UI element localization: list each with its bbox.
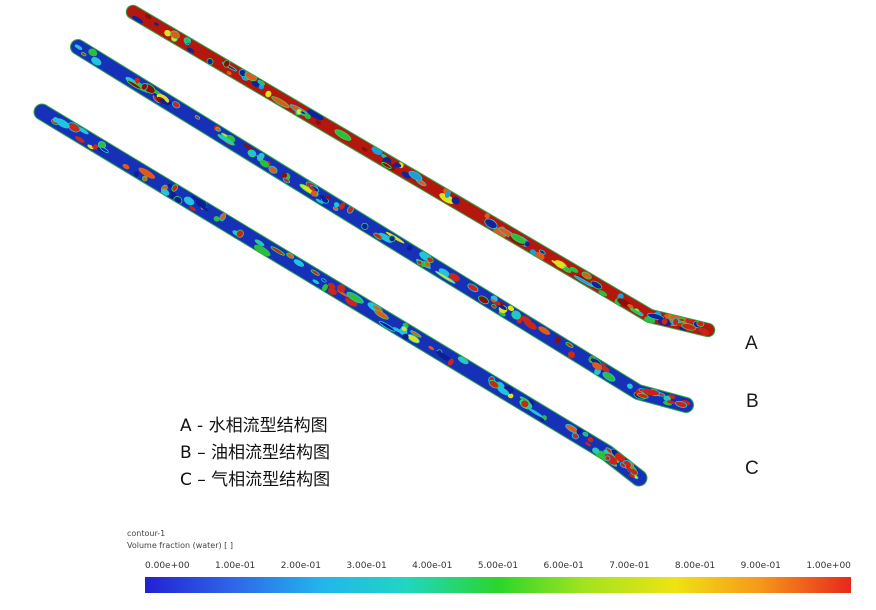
contour-name: contour-1 (127, 529, 166, 538)
pipe-label-c: C (745, 458, 759, 479)
tick-label: 5.00e-01 (477, 561, 519, 571)
annotation-line-c: C – 气相流型结构图 (180, 470, 331, 490)
annotation-line-b: B – 油相流型结构图 (180, 443, 330, 463)
tick-label: 7.00e-01 (609, 561, 650, 571)
tick-label: 4.00e-01 (412, 561, 453, 571)
colorbar-tick-labels: 0.00e+00 1.00e-01 2.00e-01 3.00e-01 4.00e-01… (145, 561, 851, 571)
tick-label: 2.00e-01 (280, 561, 321, 571)
annotation-line-a: A - 水相流型结构图 (180, 416, 328, 436)
colorbar-gradient (145, 577, 851, 593)
pipe-c (22, 92, 659, 498)
tick-label: 6.00e-01 (543, 561, 584, 571)
pipe-label-b: B (746, 391, 759, 412)
tick-label: 9.00e-01 (740, 561, 781, 571)
tick-label: 8.00e-01 (674, 561, 716, 571)
legend-title: Volume fraction (water) [ ] (127, 541, 233, 550)
pipe-label-a: A (745, 333, 758, 354)
tick-label: 1.00e+00 (806, 561, 851, 571)
tick-label: 0.00e+00 (145, 561, 190, 571)
colorbar-legend: contour-1 Volume fraction (water) [ ] 0.… (127, 529, 857, 593)
tick-label: 1.00e-01 (215, 561, 256, 571)
tick-label: 3.00e-01 (346, 561, 387, 571)
annotation-block: A - 水相流型结构图 B – 油相流型结构图 C – 气相流型结构图 (180, 413, 330, 494)
